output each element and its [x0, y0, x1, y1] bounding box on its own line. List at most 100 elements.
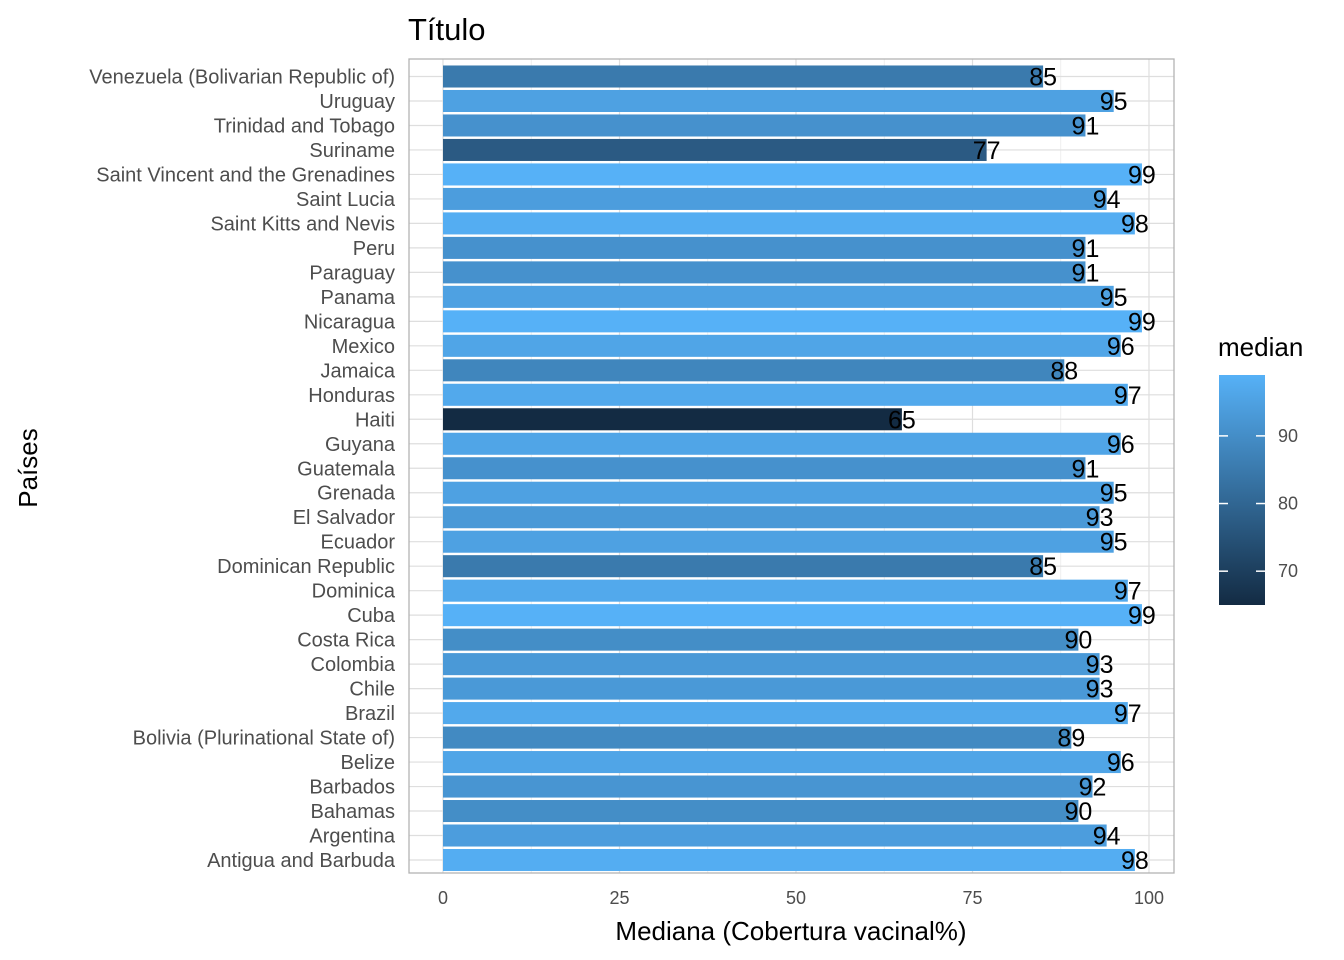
data-label: 94 — [1093, 186, 1121, 214]
bar — [443, 824, 1107, 847]
category-label: Mexico — [332, 336, 395, 358]
category-label: Bahamas — [311, 801, 396, 823]
x-axis-title: Mediana (Cobertura vacinal%) — [615, 916, 966, 946]
data-labels: 8595917799949891919599968897659691959395… — [888, 64, 1156, 876]
bar — [443, 653, 1100, 676]
bar — [443, 604, 1142, 627]
data-label: 77 — [973, 137, 1001, 165]
data-label: 91 — [1072, 259, 1100, 287]
category-label: Venezuela (Bolivarian Republic of) — [89, 67, 395, 89]
data-label: 96 — [1107, 431, 1135, 459]
bar — [443, 236, 1086, 259]
data-label: 96 — [1107, 749, 1135, 777]
bar — [443, 432, 1121, 455]
category-label: Belize — [341, 752, 395, 774]
data-label: 99 — [1128, 602, 1156, 630]
panel-border — [408, 58, 1175, 874]
data-label: 92 — [1079, 774, 1107, 802]
data-label: 97 — [1114, 578, 1142, 606]
category-label: Saint Kitts and Nevis — [210, 213, 395, 235]
category-label: Jamaica — [321, 360, 396, 382]
category-label: Chile — [349, 679, 395, 701]
bar — [443, 848, 1135, 872]
bar — [443, 481, 1114, 504]
category-label: Peru — [353, 238, 395, 260]
data-label: 85 — [1029, 553, 1057, 581]
bar — [443, 702, 1128, 725]
data-label: 93 — [1086, 504, 1114, 532]
category-labels: Venezuela (Bolivarian Republic of)Urugua… — [89, 67, 396, 873]
category-label: Honduras — [308, 385, 395, 407]
category-label: El Salvador — [293, 507, 396, 529]
bar — [443, 334, 1121, 357]
data-label: 65 — [888, 406, 916, 434]
category-label: Bolivia (Plurinational State of) — [133, 728, 395, 750]
x-tick-label: 0 — [438, 888, 448, 908]
data-label: 91 — [1072, 455, 1100, 483]
data-label: 89 — [1057, 725, 1085, 753]
legend: median 70 80 90 — [1218, 332, 1303, 605]
category-label: Suriname — [309, 140, 395, 162]
data-label: 99 — [1128, 161, 1156, 189]
bar — [443, 359, 1065, 382]
bar — [443, 751, 1121, 774]
data-label: 96 — [1107, 333, 1135, 361]
chart-title: Título — [408, 12, 486, 47]
category-label: Panama — [321, 287, 396, 309]
bar — [443, 261, 1086, 284]
bar — [443, 310, 1142, 333]
category-label: Guatemala — [297, 458, 396, 480]
category-label: Uruguay — [319, 91, 395, 113]
category-label: Haiti — [355, 409, 395, 431]
bar — [443, 163, 1142, 186]
data-label: 98 — [1121, 847, 1149, 875]
category-label: Costa Rica — [297, 630, 396, 652]
data-label: 95 — [1100, 480, 1128, 508]
x-tick-labels: 0 25 50 75 100 — [438, 888, 1164, 908]
data-label: 95 — [1100, 284, 1128, 312]
bar — [443, 383, 1128, 406]
category-label: Antigua and Barbuda — [207, 850, 396, 872]
legend-tick-label: 70 — [1278, 561, 1298, 581]
category-label: Grenada — [317, 483, 396, 505]
bar — [443, 628, 1079, 651]
category-label: Argentina — [309, 826, 395, 848]
data-label: 97 — [1114, 700, 1142, 728]
data-label: 85 — [1029, 64, 1057, 92]
bar — [443, 187, 1107, 210]
legend-tick-label: 80 — [1278, 494, 1298, 514]
bar — [443, 65, 1044, 88]
bars — [443, 65, 1142, 872]
category-label: Cuba — [347, 605, 396, 627]
bar — [443, 775, 1093, 798]
bar — [443, 212, 1135, 235]
category-label: Brazil — [345, 703, 395, 725]
bar — [443, 408, 902, 431]
bar — [443, 677, 1100, 700]
category-label: Dominica — [312, 581, 396, 603]
category-label: Dominican Republic — [217, 556, 395, 578]
y-axis-title: Países — [13, 428, 43, 508]
legend-tick-label: 90 — [1278, 426, 1298, 446]
bar — [443, 726, 1072, 749]
legend-title: median — [1218, 332, 1303, 362]
category-label: Nicaragua — [304, 311, 396, 333]
data-label: 91 — [1072, 235, 1100, 263]
x-tick-label: 25 — [609, 888, 629, 908]
data-label: 91 — [1072, 112, 1100, 140]
data-label: 88 — [1050, 357, 1078, 385]
category-label: Ecuador — [321, 532, 396, 554]
x-tick-label: 100 — [1134, 888, 1164, 908]
category-label: Trinidad and Tobago — [214, 115, 395, 137]
x-tick-label: 75 — [962, 888, 982, 908]
data-label: 90 — [1064, 627, 1092, 655]
bar — [443, 138, 987, 161]
bar — [443, 457, 1086, 480]
data-label: 95 — [1100, 529, 1128, 557]
bar — [443, 579, 1128, 602]
category-label: Colombia — [311, 654, 396, 676]
bar — [443, 800, 1079, 823]
category-label: Saint Vincent and the Grenadines — [96, 164, 395, 186]
legend-colorbar — [1219, 375, 1265, 605]
